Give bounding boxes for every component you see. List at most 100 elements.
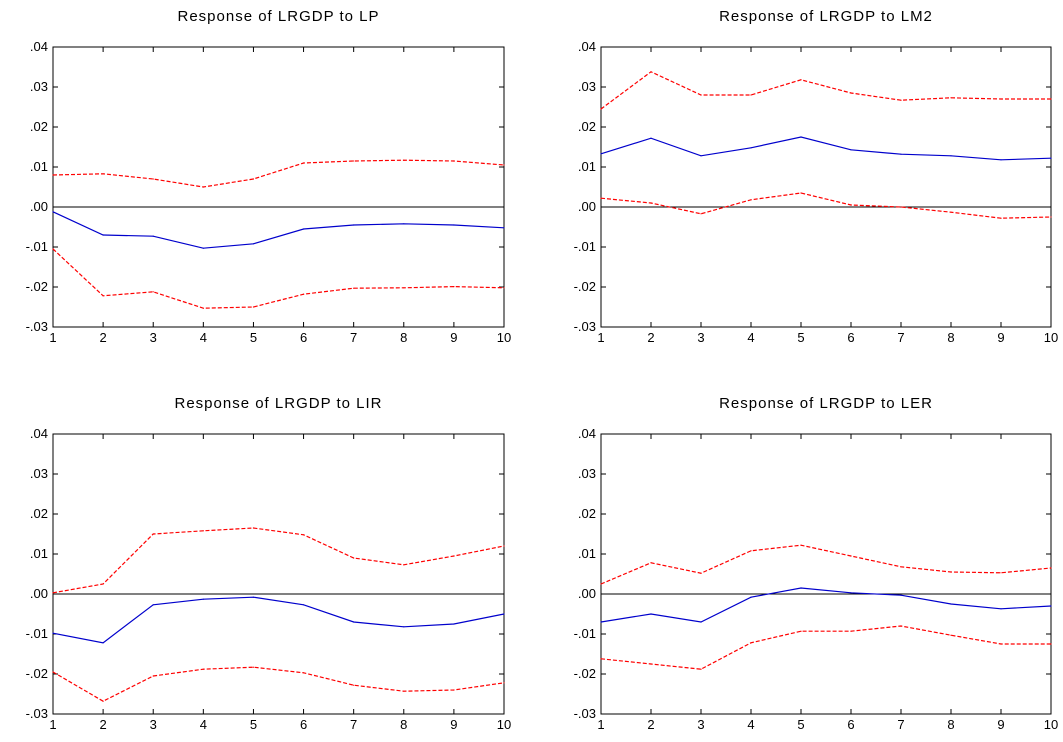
- x-tick-label: 9: [997, 717, 1004, 732]
- x-tick-label: 6: [300, 717, 307, 732]
- x-tick-label: 4: [200, 717, 207, 732]
- series-point-response: [1000, 159, 1002, 161]
- y-tick-label: .00: [30, 586, 48, 601]
- series-point-lower-band: [353, 684, 355, 686]
- series-point-response: [1050, 605, 1052, 607]
- series-point-lower-band: [750, 199, 752, 201]
- series-point-response: [403, 223, 405, 225]
- series-point-response: [800, 587, 802, 589]
- x-tick-label: 8: [947, 330, 954, 345]
- x-tick-label: 4: [747, 717, 754, 732]
- chart-title: Response of LRGDP to LIR: [175, 395, 383, 412]
- series-point-lower-band: [302, 293, 305, 295]
- series-point-response: [52, 211, 54, 213]
- series-point-lower-band: [900, 625, 902, 627]
- series-line-response: [52, 596, 505, 644]
- x-tick-label: 2: [99, 330, 106, 345]
- series-point-upper-band: [202, 530, 204, 532]
- series-point-lower-band: [850, 630, 852, 632]
- y-tick-label: .01: [30, 546, 48, 561]
- y-tick-label: .03: [30, 79, 48, 94]
- plot-frame: [52, 46, 505, 328]
- series-point-upper-band: [700, 94, 702, 96]
- x-tick-label: 10: [497, 330, 511, 345]
- series-point-lower-band: [800, 630, 802, 632]
- series-point-response: [900, 594, 902, 596]
- series-point-lower-band: [1000, 217, 1002, 219]
- series-point-lower-band: [52, 248, 54, 250]
- y-tick-label: -.03: [574, 706, 596, 721]
- series-point-lower-band: [1000, 643, 1002, 645]
- series-point-upper-band: [52, 174, 54, 176]
- series-point-response: [503, 613, 505, 615]
- chart-panel-1: Response of LRGDP to LP .04 .03 .02 .01 .00 -.…: [26, 8, 512, 345]
- series-point-lower-band: [453, 689, 455, 691]
- y-tick-label: .04: [30, 39, 48, 54]
- series-point-upper-band: [453, 160, 455, 162]
- series-point-lower-band: [403, 287, 405, 289]
- series-point-lower-band: [252, 666, 255, 668]
- series-point-response: [52, 632, 54, 634]
- series-point-response: [102, 642, 104, 644]
- series-point-upper-band: [800, 544, 802, 546]
- series-point-upper-band: [750, 94, 752, 96]
- y-tick-label: -.02: [26, 279, 48, 294]
- series-point-response: [503, 227, 505, 229]
- y-tick-label: .02: [578, 506, 596, 521]
- y-tick-label: .04: [30, 426, 48, 441]
- plot-frame: [600, 46, 1052, 328]
- y-tick-label: .02: [578, 119, 596, 134]
- series-point-response: [453, 623, 455, 625]
- x-tick-label: 4: [747, 330, 754, 345]
- series-point-upper-band: [403, 564, 405, 566]
- series-point-response: [850, 592, 852, 594]
- series-point-upper-band: [1000, 98, 1002, 100]
- x-tick-label: 3: [697, 717, 704, 732]
- series-point-response: [950, 155, 952, 157]
- x-tick-label: 1: [49, 717, 56, 732]
- series-point-upper-band: [252, 527, 255, 529]
- y-tick-label: -.01: [26, 626, 48, 641]
- series-point-response: [600, 621, 602, 623]
- y-tick-label: .00: [578, 199, 596, 214]
- series-point-upper-band: [152, 533, 154, 535]
- series-point-lower-band: [503, 287, 505, 289]
- series-point-response: [302, 604, 305, 606]
- y-tick-label: .01: [578, 159, 596, 174]
- series-point-lower-band: [403, 690, 405, 692]
- series-point-upper-band: [1000, 572, 1002, 574]
- y-tick-label: -.02: [574, 666, 596, 681]
- series-point-response: [202, 598, 204, 600]
- series-point-response: [252, 596, 255, 598]
- series-line-upper-band: [600, 544, 1052, 585]
- series-point-upper-band: [950, 571, 952, 573]
- x-tick-label: 3: [150, 717, 157, 732]
- series-point-lower-band: [700, 668, 702, 670]
- series-line-lower-band: [52, 666, 505, 702]
- series-point-lower-band: [202, 307, 204, 309]
- series-line-response: [52, 211, 505, 249]
- y-tick-label: -.03: [26, 319, 48, 334]
- chart-title: Response of LRGDP to LM2: [719, 8, 933, 25]
- x-tick-label: 5: [250, 330, 257, 345]
- x-tick-label: 7: [350, 330, 357, 345]
- x-tick-label: 2: [647, 717, 654, 732]
- x-tick-label: 8: [400, 717, 407, 732]
- y-tick-label: -.03: [26, 706, 48, 721]
- series-point-upper-band: [600, 583, 602, 585]
- series-point-response: [202, 247, 204, 249]
- series-point-lower-band: [102, 295, 104, 297]
- series-point-lower-band: [850, 204, 852, 206]
- series-point-lower-band: [1050, 216, 1052, 218]
- series-point-upper-band: [453, 555, 455, 557]
- plot-frame: [600, 433, 1052, 715]
- y-tick-label: .04: [578, 426, 596, 441]
- series-point-upper-band: [750, 550, 752, 552]
- y-tick-label: .03: [30, 466, 48, 481]
- series-point-upper-band: [900, 99, 902, 101]
- x-tick-label: 5: [797, 330, 804, 345]
- series-point-lower-band: [650, 663, 652, 665]
- x-tick-label: 10: [1044, 330, 1058, 345]
- x-tick-label: 7: [897, 717, 904, 732]
- series-point-response: [403, 626, 405, 628]
